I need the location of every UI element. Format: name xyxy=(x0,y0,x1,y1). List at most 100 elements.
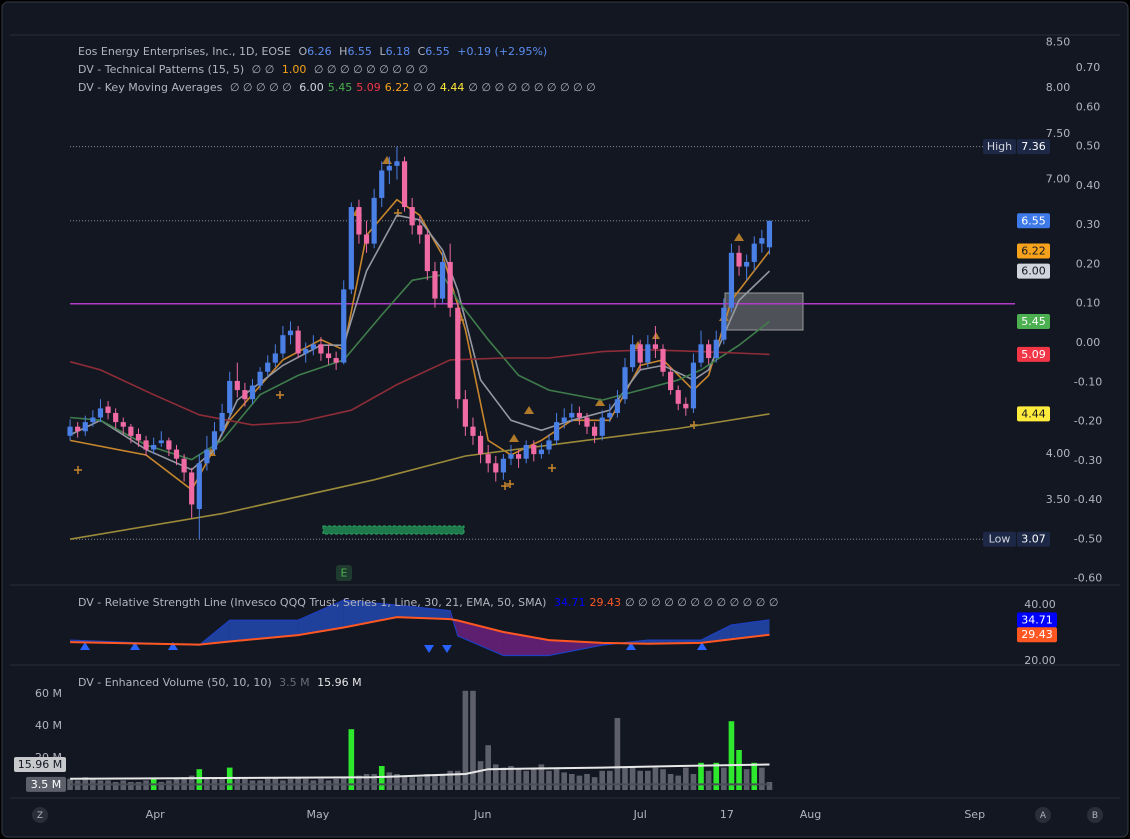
low-badge-bg xyxy=(1017,531,1050,547)
volume-bar xyxy=(196,769,203,790)
candle-body xyxy=(614,399,621,413)
candle-body xyxy=(401,161,408,208)
candle-body xyxy=(295,330,301,354)
candle-body xyxy=(151,444,157,450)
candle-body xyxy=(766,220,773,248)
legend-value: 5.45 xyxy=(327,81,353,94)
h-value: 6.55 xyxy=(347,45,372,58)
candle-body xyxy=(204,449,210,464)
volume-bar xyxy=(637,770,644,790)
candle-body xyxy=(333,358,339,363)
candle-body xyxy=(173,449,180,459)
legend-empty: ∅ ∅ ∅ ∅ ∅ xyxy=(229,81,292,94)
volume-bar xyxy=(667,774,674,790)
candle-body xyxy=(523,444,529,459)
x-tick-label: Apr xyxy=(146,808,166,821)
footer-button-bg xyxy=(1035,807,1051,823)
candle-body xyxy=(135,434,142,441)
earnings-badge xyxy=(336,565,352,581)
candle-body xyxy=(477,435,484,455)
rs-badge-bg xyxy=(1017,627,1057,643)
volume-bar xyxy=(645,770,651,790)
volume-average-badge-bg xyxy=(14,756,66,772)
candle-body xyxy=(668,371,674,391)
rs-tick-label: 20.00 xyxy=(1024,654,1056,667)
volume-bar xyxy=(112,782,119,790)
rs-fill xyxy=(731,619,770,640)
o-label: O xyxy=(298,45,308,58)
x-tick-label: Sep xyxy=(964,808,985,821)
volume-bar xyxy=(188,775,195,790)
y2-tick-label: 0.00 xyxy=(1076,336,1101,349)
legend-floor: 3.5 M xyxy=(279,676,310,689)
high-badge-bg xyxy=(1017,139,1050,155)
volume-bar xyxy=(485,745,491,790)
volume-tick-label: 60 M xyxy=(35,687,62,700)
rs-fill xyxy=(450,610,458,636)
volume-bar xyxy=(584,774,590,790)
earnings-label: E xyxy=(341,567,348,580)
volume-bar xyxy=(561,772,567,790)
candle-body xyxy=(67,426,73,436)
legend-title: DV - Enhanced Volume (50, 10, 10) xyxy=(78,676,272,689)
ma-badge: 6.22 xyxy=(1021,244,1046,257)
c-value: 6.55 xyxy=(425,45,450,58)
volume-bar xyxy=(728,721,735,790)
rs-fill xyxy=(298,600,344,636)
ma-legend: DV - Key Moving Averages ∅ ∅ ∅ ∅ ∅ 6.00 5… xyxy=(78,81,600,94)
rs-fill xyxy=(701,625,732,643)
candle-body xyxy=(196,463,202,510)
volume-bar xyxy=(477,761,484,790)
candle-body xyxy=(744,261,750,267)
ma-badge-bg xyxy=(1017,263,1050,279)
legend-value: 29.43 xyxy=(589,596,621,609)
rs-fill xyxy=(343,600,397,628)
legend-empty: ∅ ∅ ∅ ∅ ∅ ∅ ∅ ∅ ∅ ∅ xyxy=(468,81,596,94)
candle-body xyxy=(675,390,681,404)
candle-body xyxy=(630,344,636,368)
footer-button: A xyxy=(1040,811,1047,821)
high-badge: 7.36 xyxy=(1021,140,1046,153)
legend-empty: ∅ ∅ xyxy=(413,81,436,94)
volume-floor-badge-bg xyxy=(26,776,66,792)
legend-title: DV - Key Moving Averages xyxy=(78,81,223,94)
y2-tick-label: -0.40 xyxy=(1074,493,1102,506)
legend-value: 5.09 xyxy=(356,81,381,94)
candle-body xyxy=(97,408,104,418)
candle-body xyxy=(227,380,233,413)
candle-body xyxy=(424,234,430,272)
y2-tick-label: 0.40 xyxy=(1076,179,1101,192)
legend-empty: ∅ ∅ xyxy=(251,63,275,76)
legend-value: 6.00 xyxy=(299,81,324,94)
volume-bar xyxy=(447,770,453,790)
volume-bar xyxy=(568,774,575,790)
footer-button: Z xyxy=(37,811,43,821)
candle-body xyxy=(462,399,468,427)
change: +0.19 (+2.95%) xyxy=(457,45,548,58)
candle-body xyxy=(751,243,757,262)
volume-bar xyxy=(386,772,393,790)
candle-body xyxy=(356,207,362,235)
candle-body xyxy=(90,417,96,423)
candle-body xyxy=(690,362,697,409)
candle-body xyxy=(546,440,552,450)
rs-badge: 29.43 xyxy=(1021,628,1053,641)
volume-bar xyxy=(614,718,621,790)
volume-bar xyxy=(462,690,469,790)
high-tag-bg xyxy=(983,139,1016,155)
candle-body xyxy=(128,426,134,436)
ma-badge-bg xyxy=(1017,243,1050,259)
candle-body xyxy=(728,252,735,308)
candle-body xyxy=(759,238,765,244)
candle-body xyxy=(120,422,126,427)
volume-bar xyxy=(622,767,628,790)
candle-body xyxy=(553,422,560,441)
volume-bar xyxy=(470,690,476,790)
ma-badge-bg xyxy=(1017,346,1050,362)
ma-badge: 4.44 xyxy=(1021,407,1046,420)
candle-body xyxy=(652,344,659,349)
candle-body xyxy=(82,422,88,432)
candle-body xyxy=(576,412,582,418)
volume-bar xyxy=(378,766,385,790)
